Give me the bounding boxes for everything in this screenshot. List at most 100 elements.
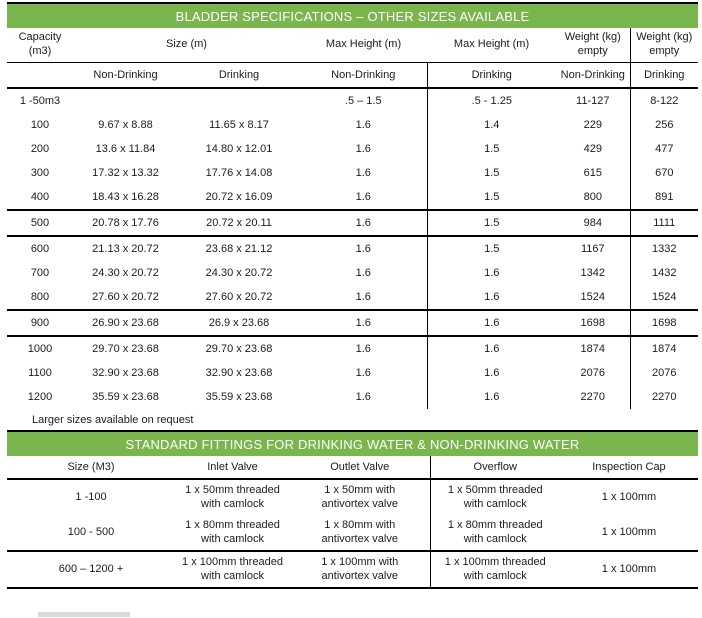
- content-wrap: BLADDER SPECIFICATIONS – OTHER SIZES AVA…: [7, 2, 699, 589]
- cell: 35.59 x 23.68: [205, 391, 273, 403]
- cell: 1332: [629, 235, 699, 261]
- subheader-blank: [7, 62, 73, 89]
- cell: 27.60 x 20.72: [92, 291, 159, 303]
- cell: 1 x 100mm: [601, 525, 657, 538]
- header-size-m3: Size (M3): [7, 456, 175, 480]
- cell: 35.59 x 23.68: [92, 391, 159, 403]
- cell: 1 x 50mm with antivortex valve: [321, 484, 398, 510]
- cell: 2270: [580, 391, 605, 403]
- cell: 600 – 1200 +: [7, 550, 175, 589]
- table-row: 1 -100 1 x 50mm threaded with camlock 1 x …: [7, 479, 698, 515]
- specs-title: BLADDER SPECIFICATIONS – OTHER SIZES AVA…: [175, 8, 530, 24]
- cell: 2076: [629, 361, 699, 385]
- cell: 1 x 80mm threaded with camlock: [429, 515, 560, 551]
- fittings-title-banner: STANDARD FITTINGS FOR DRINKING WATER & N…: [7, 430, 698, 456]
- cell: 17.76 x 14.08: [205, 167, 273, 179]
- cell: 1.6: [355, 119, 371, 131]
- cell: 1.4: [426, 113, 557, 137]
- cell: 600: [7, 235, 73, 261]
- cell: .5 - 1.25: [426, 88, 557, 113]
- subheader-weight-drinking: Drinking: [629, 62, 699, 89]
- table-row: 900 26.90 x 23.68 26.9 x 23.68 1.6 1.6 1698 16…: [7, 309, 699, 336]
- table-row: 500 20.78 x 17.76 20.72 x 20.11 1.6 1.5 984 11…: [7, 209, 699, 236]
- header-overflow: Overflow: [429, 456, 560, 480]
- cell: 32.90 x 23.68: [205, 367, 273, 379]
- cell: 400: [30, 191, 50, 203]
- cell: 1.6: [355, 167, 371, 179]
- cell: 29.70 x 23.68: [73, 335, 178, 361]
- table-row: 100 9.67 x 8.88 11.65 x 8.17 1.6 1.4 229 256: [7, 113, 699, 137]
- cell: 1.5: [426, 235, 557, 261]
- cell: 700: [30, 267, 50, 279]
- cell: 1.6: [300, 209, 428, 236]
- cell: 1167: [556, 235, 631, 261]
- fittings-table-head: Size (M3) Inlet Valve Outlet Valve Overf…: [7, 456, 698, 480]
- table-row: 800 27.60 x 20.72 27.60 x 20.72 1.6 1.6 1524 1…: [7, 285, 699, 310]
- cell: 200: [30, 143, 50, 155]
- table-row: 1 -50m3 .5 – 1.5 .5 - 1.25 11-127 8-122: [7, 88, 699, 113]
- cell: 1 x 50mm threaded with camlock: [429, 479, 560, 515]
- cell: 18.43 x 16.28: [92, 191, 159, 203]
- cell: 1.6: [355, 191, 371, 203]
- cell: 1 x 100mm with antivortex valve: [290, 550, 430, 589]
- header-weight-drinking: Weight (kg) empty: [629, 28, 699, 63]
- cell: 1524: [629, 285, 699, 310]
- cell: 1.6: [355, 267, 371, 279]
- table-row: 700 24.30 x 20.72 24.30 x 20.72 1.6 1.6 1342 1…: [7, 261, 699, 285]
- cell: 13.6 x 11.84: [95, 143, 156, 155]
- cell: 1 x 100mm: [560, 550, 698, 589]
- specs-header-row: Capacity (m3) Size (m) Max Height (m) Ma…: [7, 28, 699, 63]
- table-row: 1200 35.59 x 23.68 35.59 x 23.68 1.6 1.6 2270…: [7, 385, 699, 409]
- cell: 2076: [580, 367, 605, 379]
- table-row: 100 - 500 1 x 80mm threaded with camlock 1…: [7, 515, 698, 551]
- specs-table-body: 1 -50m3 .5 – 1.5 .5 - 1.25 11-127 8-122 100 9.…: [7, 88, 699, 409]
- cell: 1.6: [355, 291, 371, 303]
- cell: 1.6: [355, 143, 371, 155]
- cell: 1.5: [426, 161, 557, 185]
- standard-fittings-table: Size (M3) Inlet Valve Outlet Valve Overf…: [7, 456, 698, 589]
- subheader-height-nondrinking: Non-Drinking: [300, 62, 428, 89]
- cell: 26.9 x 23.68: [178, 309, 301, 336]
- cell: 429: [583, 143, 602, 155]
- cell: 1 x 80mm threaded with camlock: [185, 519, 280, 545]
- table-row: 300 17.32 x 13.32 17.76 x 14.08 1.6 1.5 615 67…: [7, 161, 699, 185]
- cell: 1.6: [355, 367, 371, 379]
- cell: 14.80 x 12.01: [205, 143, 273, 155]
- cell: [178, 88, 300, 113]
- subheader-height-drinking: Drinking: [426, 62, 557, 89]
- cell: 891: [629, 185, 699, 210]
- specs-table-head: Capacity (m3) Size (m) Max Height (m) Ma…: [7, 28, 699, 89]
- cell: 1 x 50mm threaded with camlock: [185, 484, 280, 510]
- cell: 1 x 100mm threaded with camlock: [429, 550, 560, 589]
- cell: 477: [629, 137, 699, 161]
- header-max-height-nondrinking: Max Height (m): [300, 28, 428, 63]
- cell: 615: [583, 167, 602, 179]
- cell: 1.6: [426, 385, 557, 409]
- fittings-header-row: Size (M3) Inlet Valve Outlet Valve Overf…: [7, 456, 698, 480]
- cell: 1.6: [355, 391, 371, 403]
- cell: 1432: [629, 261, 699, 285]
- cell: 1698: [629, 309, 699, 336]
- cell: 29.70 x 23.68: [178, 335, 301, 361]
- header-capacity: Capacity (m3): [7, 28, 73, 63]
- cell: 2270: [629, 385, 699, 409]
- cell: 256: [629, 113, 699, 137]
- cell: 670: [629, 161, 699, 185]
- table-row: 400 18.43 x 16.28 20.72 x 16.09 1.6 1.5 800 89…: [7, 185, 699, 210]
- cell: 1.6: [426, 335, 557, 361]
- cell: 1874: [629, 335, 699, 361]
- cell: 984: [556, 209, 631, 236]
- cell: 32.90 x 23.68: [92, 367, 159, 379]
- cell: 1 x 80mm with antivortex valve: [321, 519, 398, 545]
- cell: 1.6: [300, 309, 428, 336]
- fittings-title: STANDARD FITTINGS FOR DRINKING WATER & N…: [125, 436, 580, 452]
- table-row: 600 – 1200 + 1 x 100mm threaded with caml…: [7, 550, 698, 589]
- cell: 1.6: [426, 361, 557, 385]
- cell: 9.67 x 8.88: [98, 119, 153, 131]
- cell: 1.6: [300, 335, 428, 361]
- cell: 20.72 x 16.09: [205, 191, 273, 203]
- bottom-gray-bar: [38, 612, 130, 617]
- cell: 8-122: [629, 88, 699, 113]
- cell: 1 -100: [75, 490, 107, 503]
- cell: [73, 88, 178, 113]
